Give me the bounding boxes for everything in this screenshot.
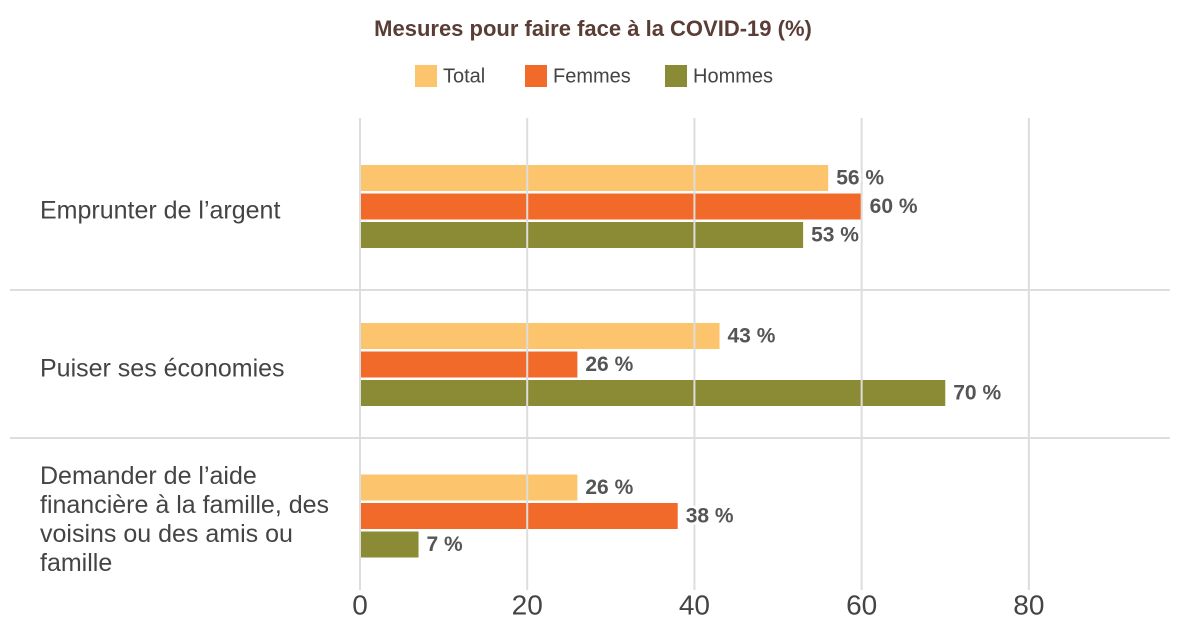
legend-swatch bbox=[665, 65, 687, 87]
x-tick-label: 0 bbox=[352, 589, 368, 620]
legend-label: Total bbox=[443, 65, 485, 87]
value-label: 26 % bbox=[585, 476, 633, 499]
value-label: 43 % bbox=[728, 325, 776, 348]
bar bbox=[360, 323, 720, 349]
value-label: 26 % bbox=[585, 353, 633, 376]
x-tick-label: 80 bbox=[1013, 589, 1044, 620]
value-label: 7 % bbox=[427, 533, 464, 556]
legend-swatch bbox=[415, 65, 437, 87]
category-label: Puiser ses économies bbox=[40, 354, 285, 382]
x-tick-label: 40 bbox=[679, 589, 710, 620]
bar bbox=[360, 503, 678, 529]
bar bbox=[360, 222, 804, 248]
bar bbox=[360, 165, 829, 191]
value-label: 53 % bbox=[811, 224, 859, 247]
legend-swatch bbox=[525, 65, 547, 87]
category-label: Emprunter de l’argent bbox=[40, 196, 281, 224]
x-tick-label: 60 bbox=[846, 589, 877, 620]
bar bbox=[360, 351, 578, 378]
category-label: Demander de l’aide financière à la famil… bbox=[40, 462, 330, 577]
chart-title: Mesures pour faire face à la COVID-19 (%… bbox=[374, 16, 812, 41]
value-label: 60 % bbox=[870, 195, 918, 218]
bar bbox=[360, 474, 578, 501]
bar bbox=[360, 380, 946, 406]
bar bbox=[360, 193, 862, 220]
legend-label: Hommes bbox=[693, 65, 773, 87]
value-label: 70 % bbox=[953, 382, 1001, 405]
x-tick-label: 20 bbox=[512, 589, 543, 620]
legend-label: Femmes bbox=[553, 65, 631, 87]
value-label: 56 % bbox=[836, 167, 884, 190]
bar bbox=[360, 531, 419, 558]
value-label: 38 % bbox=[686, 505, 734, 528]
